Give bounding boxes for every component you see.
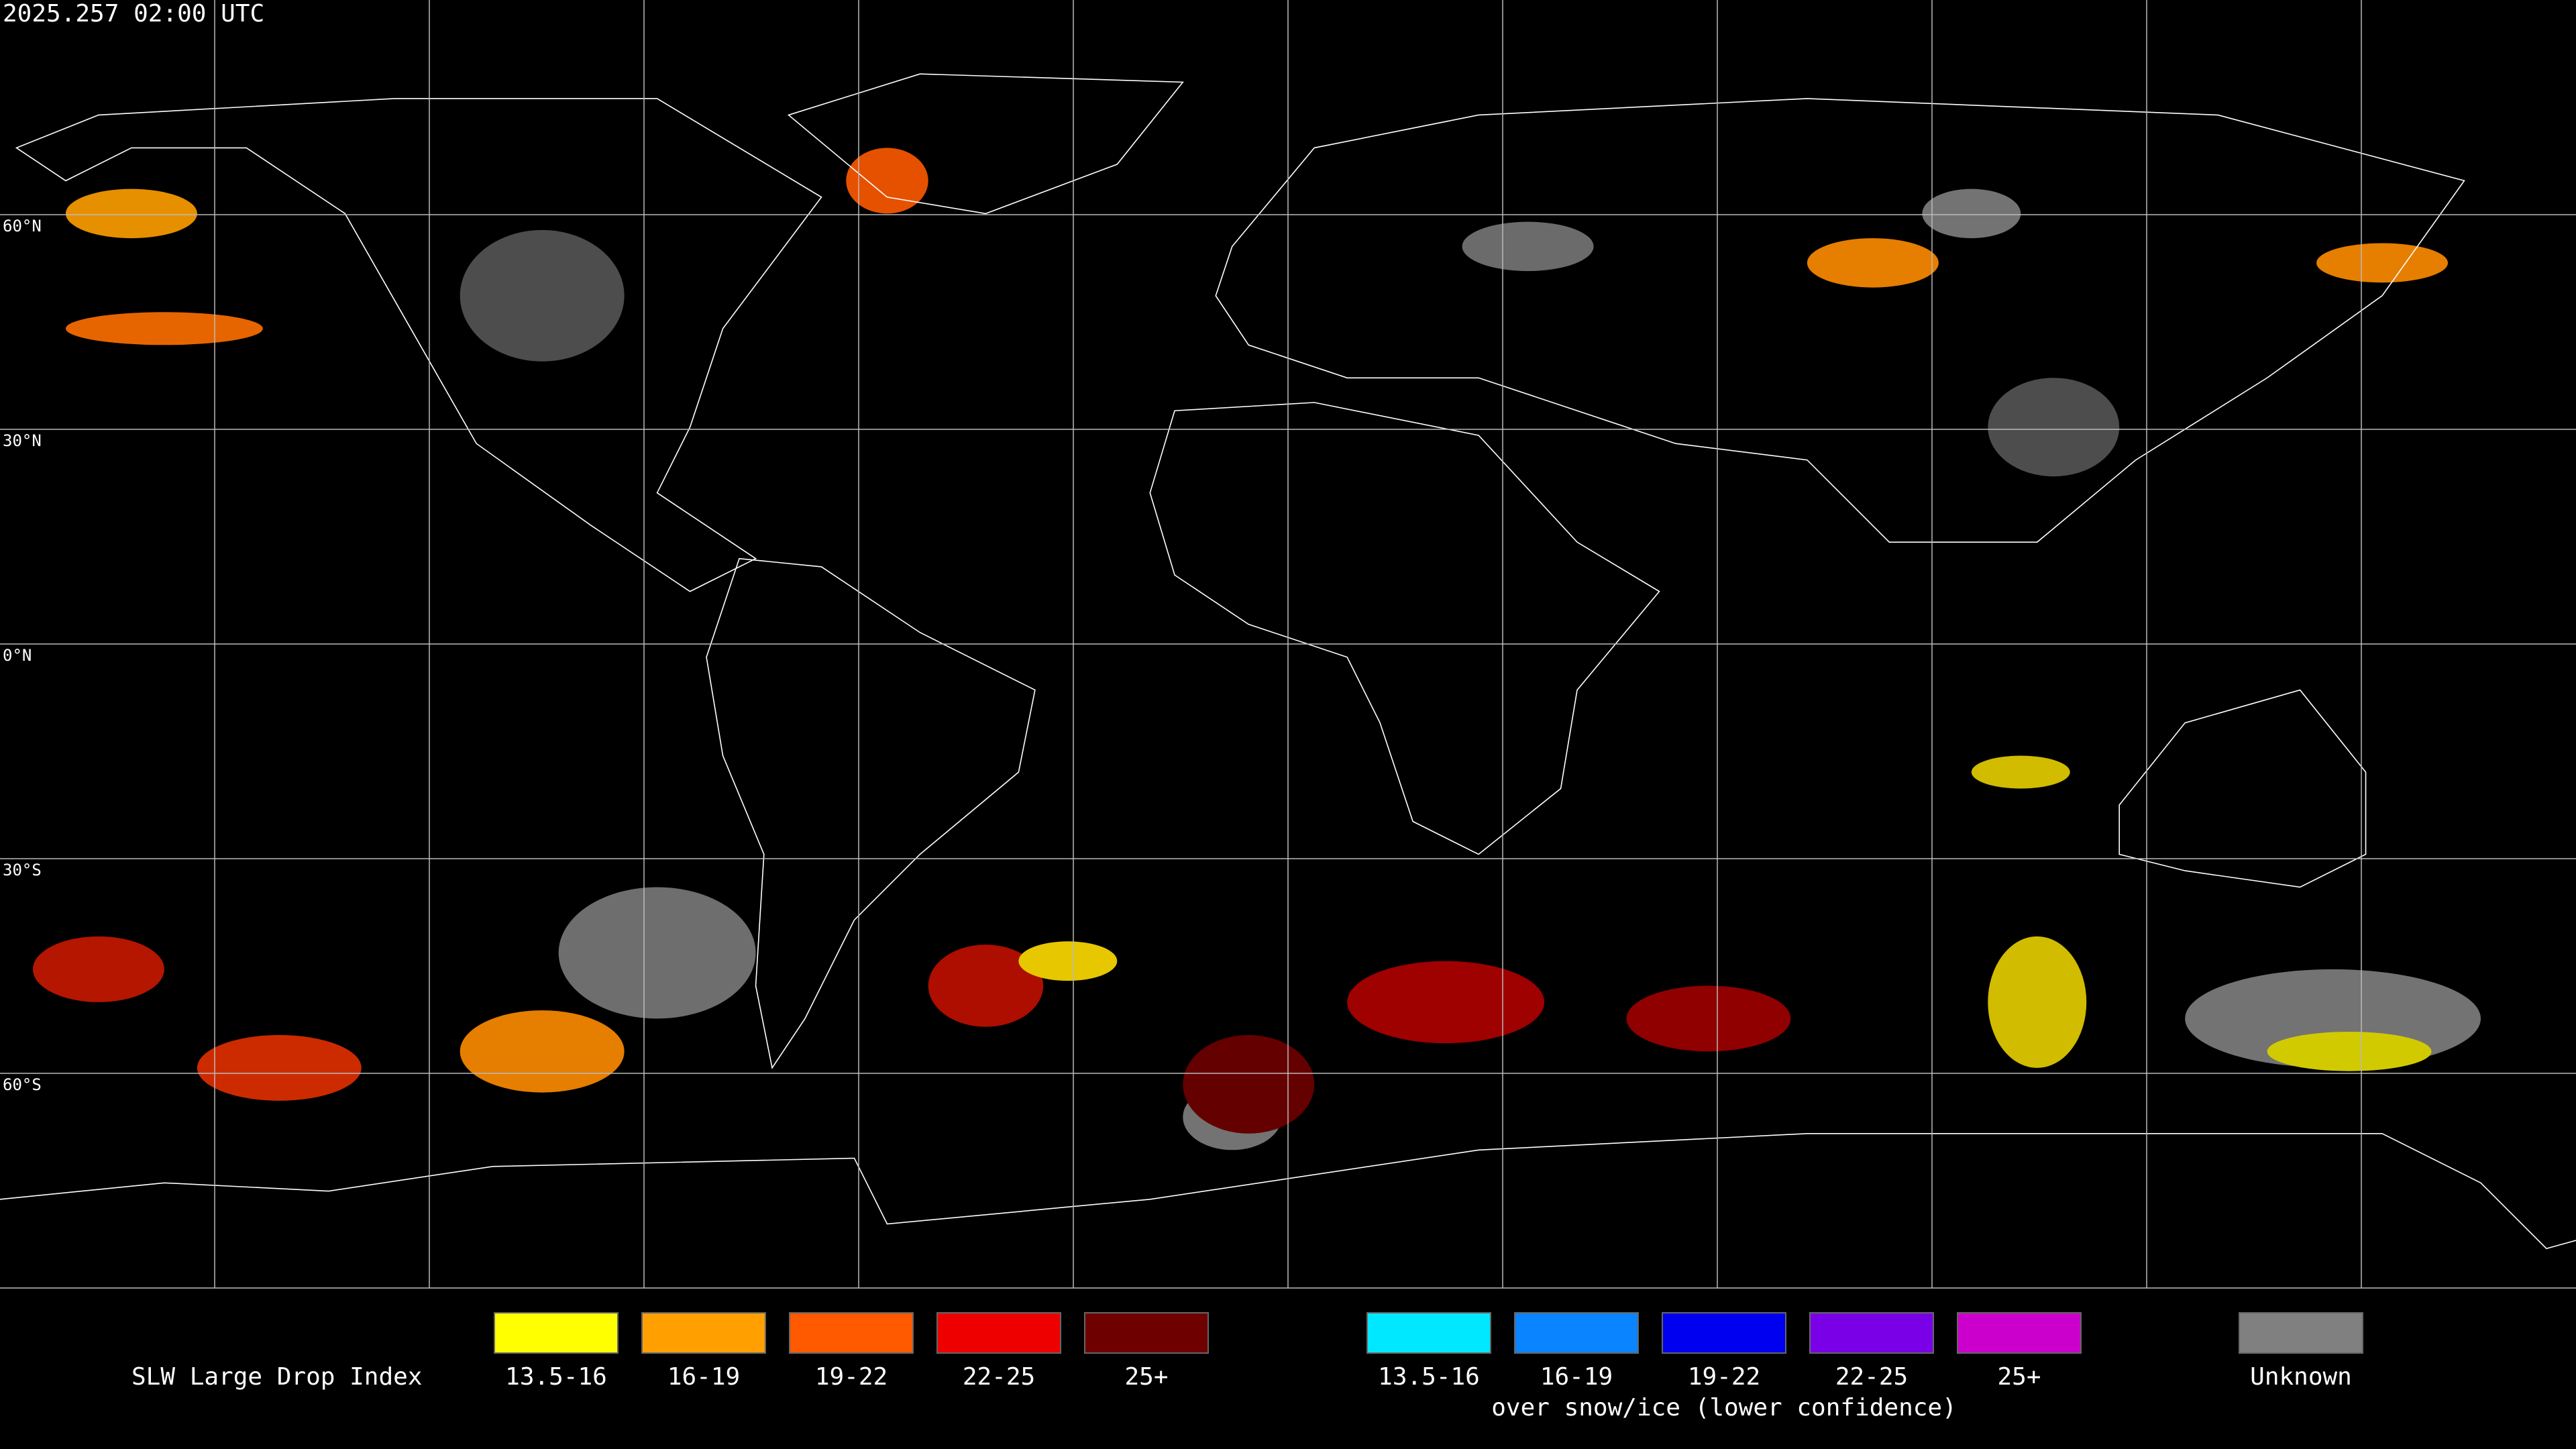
cloud-orange: [65, 312, 263, 345]
cloud-yellow: [1988, 936, 2087, 1068]
legend-swatch: [1662, 1312, 1786, 1354]
cloud-unknown: [1922, 189, 2021, 239]
latitude-label: 60°S: [3, 1075, 42, 1094]
legend-label: 13.5-16: [1378, 1363, 1480, 1391]
cloud-unknown: [1462, 221, 1594, 272]
coastline: [2119, 690, 2365, 888]
cloud-fields: [32, 148, 2481, 1150]
map-features: [0, 74, 2576, 1248]
cloud-orange: [460, 1010, 625, 1093]
cloud-orange: [65, 189, 197, 239]
latitude-label: 30°S: [3, 861, 42, 879]
legend-swatch: [1514, 1312, 1639, 1354]
legend-title: SLW Large Drop Index: [131, 1363, 422, 1391]
cloud-orange: [846, 148, 928, 214]
legend-caption: over snow/ice (lower confidence): [1491, 1394, 1957, 1421]
coastline: [1150, 402, 1659, 854]
legend-swatch: [1957, 1312, 2082, 1354]
cloud-yellow: [2267, 1031, 2432, 1071]
latitude-label: 60°N: [3, 217, 42, 235]
cloud-dark-red: [1183, 1034, 1315, 1134]
legend-label: Unknown: [2250, 1363, 2352, 1391]
timestamp: 2025.257 02:00 UTC: [3, 0, 264, 28]
cloud-red: [1347, 961, 1545, 1044]
cloud-unknown: [460, 229, 625, 362]
cloud-red: [32, 936, 164, 1002]
coastline: [706, 559, 1035, 1068]
cloud-unknown: [1988, 378, 2120, 477]
legend-label: 16-19: [667, 1363, 740, 1391]
cloud-orange: [1807, 238, 1939, 288]
cloud-red: [928, 945, 1044, 1027]
legend-label: 25+: [1997, 1363, 2041, 1391]
legend-swatch: [2239, 1312, 2363, 1354]
legend-panel: [0, 1288, 2576, 1449]
latitude-label: 0°N: [3, 646, 32, 665]
cloud-unknown: [558, 887, 756, 1019]
cloud-red: [197, 1034, 362, 1101]
legend-swatch: [494, 1312, 619, 1354]
legend-swatch: [789, 1312, 914, 1354]
legend-label: 16-19: [1540, 1363, 1613, 1391]
legend-label: 13.5-16: [505, 1363, 607, 1391]
legend-swatch: [1809, 1312, 1934, 1354]
coastline: [16, 99, 821, 592]
legend-label: 19-22: [1688, 1363, 1760, 1391]
coastline: [0, 1134, 2576, 1248]
cloud-yellow: [1971, 755, 2070, 789]
legend-label: 19-22: [815, 1363, 888, 1391]
coastline: [1216, 99, 2464, 542]
latitude-label: 30°N: [3, 431, 42, 450]
cloud-yellow: [1018, 941, 1118, 981]
legend-swatch: [936, 1312, 1061, 1354]
coastline: [789, 74, 1183, 213]
legend-swatch: [641, 1312, 766, 1354]
legend-label: 22-25: [963, 1363, 1035, 1391]
legend-swatch: [1084, 1312, 1209, 1354]
legend-swatch: [1366, 1312, 1491, 1354]
graticule: [0, 0, 2576, 1288]
legend-label: 22-25: [1835, 1363, 1908, 1391]
legend-label: 25+: [1124, 1363, 1168, 1391]
cloud-red: [1626, 985, 1791, 1052]
cloud-orange: [2316, 243, 2449, 283]
